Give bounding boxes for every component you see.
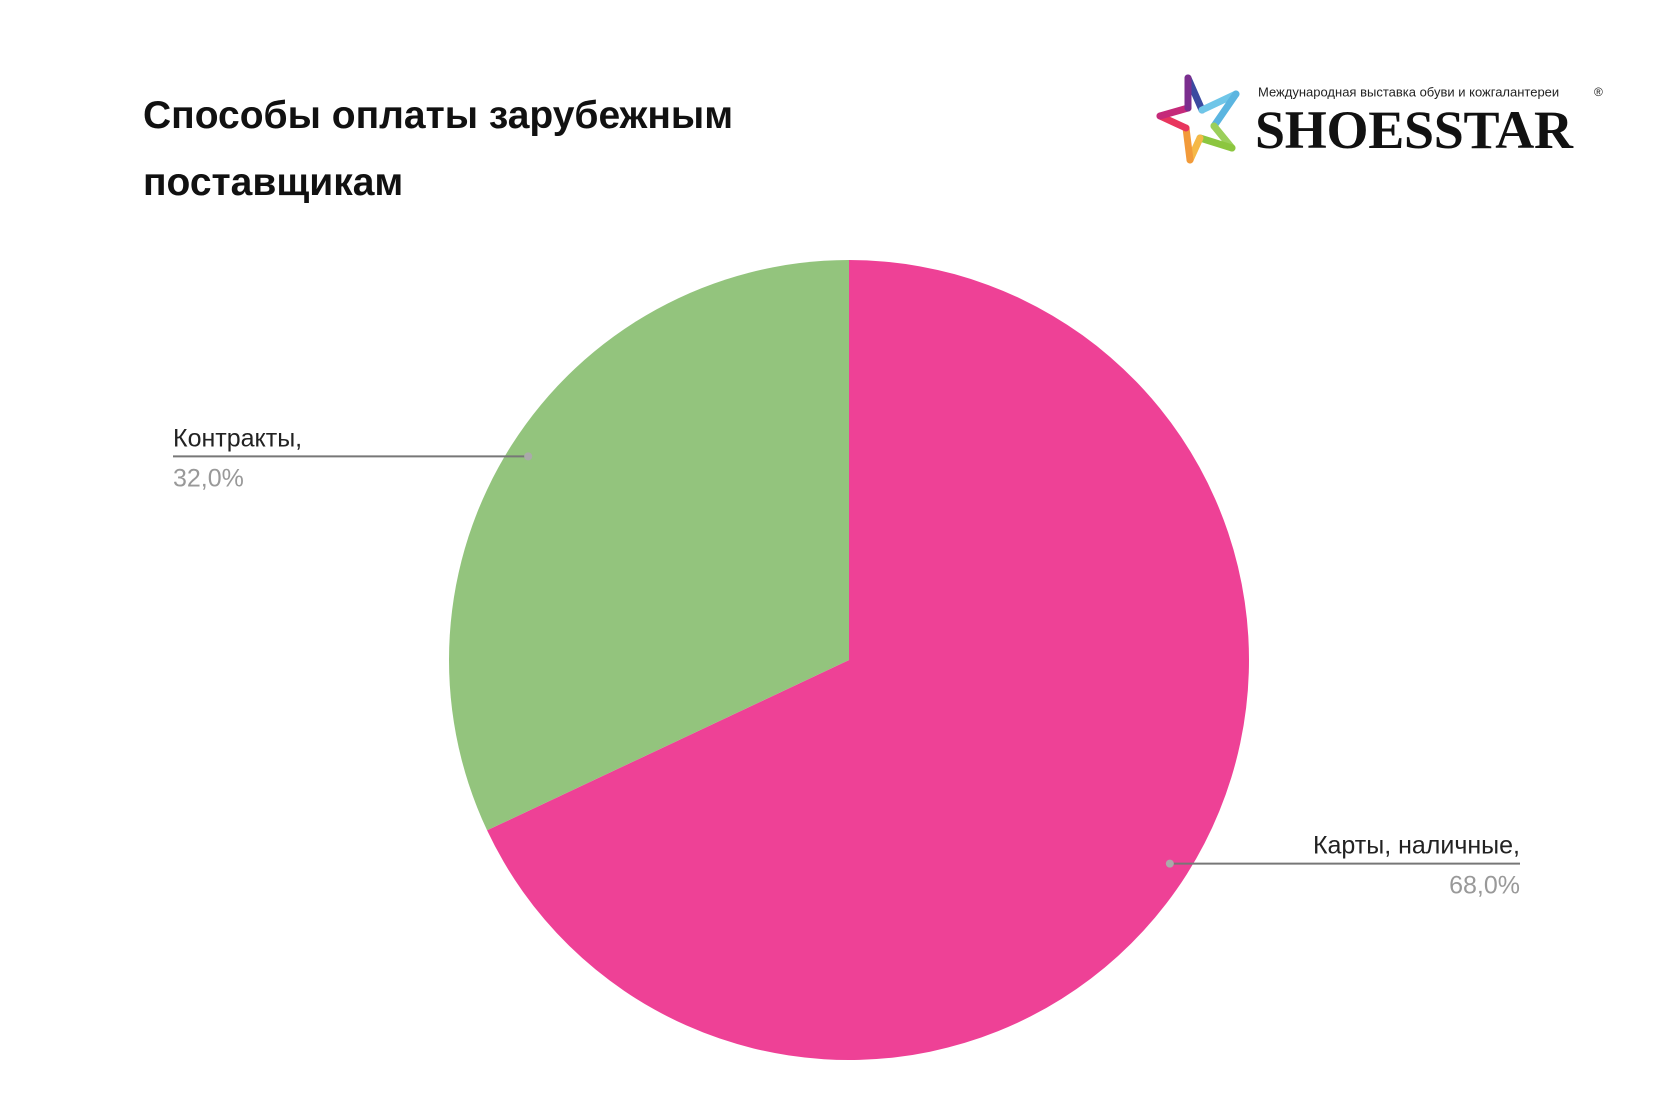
logo-star [1156, 74, 1240, 164]
logo-brand: SHOESSTAR [1255, 100, 1574, 160]
slice-value-label: 68,0% [1449, 872, 1520, 900]
slice-label: Карты, наличные, [1313, 832, 1520, 860]
chart-title: Способы оплаты зарубежным поставщикам [143, 94, 734, 204]
pie-slice [448, 259, 849, 831]
slice-label: Контракты, [173, 424, 302, 452]
slice-value-label: 32,0% [173, 464, 244, 492]
logo: Международная выставка обуви и кожгалант… [1156, 74, 1603, 164]
logo-mark: ® [1594, 85, 1603, 99]
logo-tagline: Международная выставка обуви и кожгалант… [1258, 84, 1559, 99]
leader-dot [1165, 859, 1174, 868]
pie-slice [487, 260, 1249, 1060]
leader-dot [524, 452, 533, 461]
